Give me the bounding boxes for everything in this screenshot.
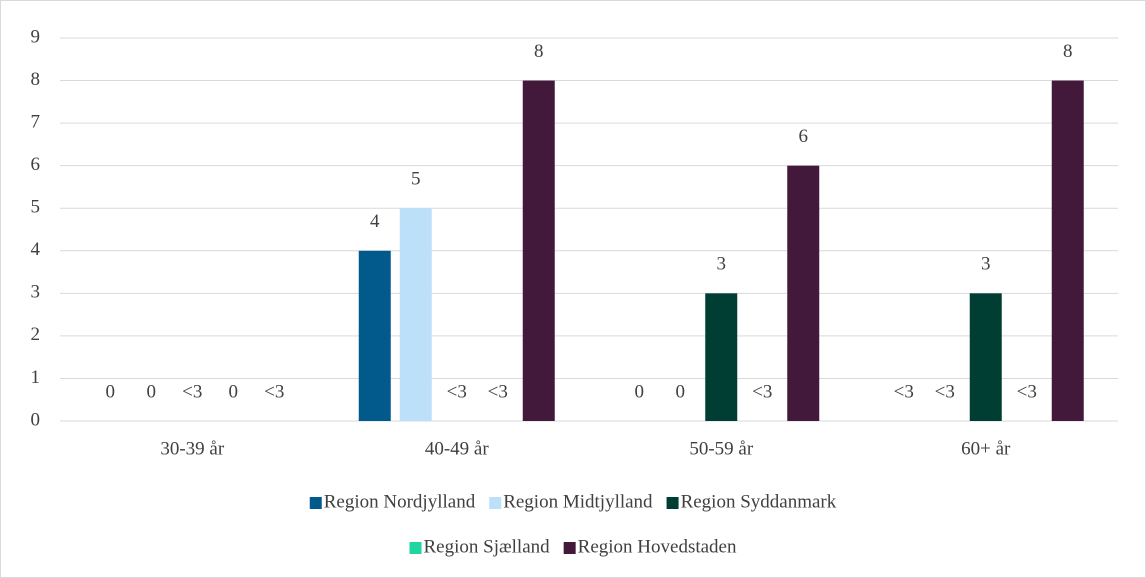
y-tick-label: 2 <box>31 324 41 345</box>
bar <box>399 208 432 421</box>
data-label: <3 <box>447 381 467 402</box>
data-label: <3 <box>1017 381 1037 402</box>
data-label: 0 <box>147 381 157 402</box>
legend-swatch <box>489 497 502 509</box>
y-tick-label: 8 <box>31 69 41 90</box>
x-tick-label: 30-39 år <box>160 438 225 459</box>
y-tick-label: 5 <box>31 197 41 218</box>
data-label: 5 <box>411 169 421 190</box>
data-label: 0 <box>229 381 239 402</box>
bar <box>969 293 1002 421</box>
bar <box>358 250 391 421</box>
data-label: 4 <box>370 211 380 232</box>
bar <box>1051 80 1084 422</box>
data-label: 0 <box>676 381 686 402</box>
y-tick-label: 1 <box>31 367 41 388</box>
y-tick-label: 0 <box>31 409 41 430</box>
legend-swatch <box>563 542 576 554</box>
legend-swatch <box>409 542 422 554</box>
y-tick-label: 4 <box>31 239 41 260</box>
data-label: 6 <box>799 126 809 147</box>
legend-label: Region Midtjylland <box>503 491 653 512</box>
x-tick-label: 40-49 år <box>425 438 490 459</box>
data-label: <3 <box>935 381 955 402</box>
legend-label: Region Sjælland <box>424 536 551 557</box>
data-label: 3 <box>717 254 727 275</box>
data-label: <3 <box>182 381 202 402</box>
legend-label: Region Syddanmark <box>681 491 837 512</box>
bar <box>522 80 555 422</box>
y-tick-label: 6 <box>31 154 41 175</box>
data-label: <3 <box>264 381 284 402</box>
data-label: <3 <box>488 381 508 402</box>
data-label: 8 <box>534 41 544 62</box>
data-label: 3 <box>981 254 991 275</box>
data-label: 8 <box>1063 41 1073 62</box>
legend-label: Region Nordjylland <box>324 491 476 512</box>
bar <box>705 293 738 421</box>
data-label: <3 <box>894 381 914 402</box>
bar <box>787 165 820 421</box>
legend-swatch <box>666 497 679 509</box>
y-tick-label: 7 <box>31 111 41 132</box>
data-label: <3 <box>752 381 772 402</box>
legend-label: Region Hovedstaden <box>578 536 737 557</box>
x-tick-label: 50-59 år <box>689 438 754 459</box>
y-tick-label: 9 <box>31 26 41 47</box>
data-label: 0 <box>106 381 116 402</box>
y-tick-label: 3 <box>31 282 41 303</box>
legend-swatch <box>309 497 322 509</box>
x-tick-label: 60+ år <box>961 438 1011 459</box>
data-label: 0 <box>635 381 645 402</box>
